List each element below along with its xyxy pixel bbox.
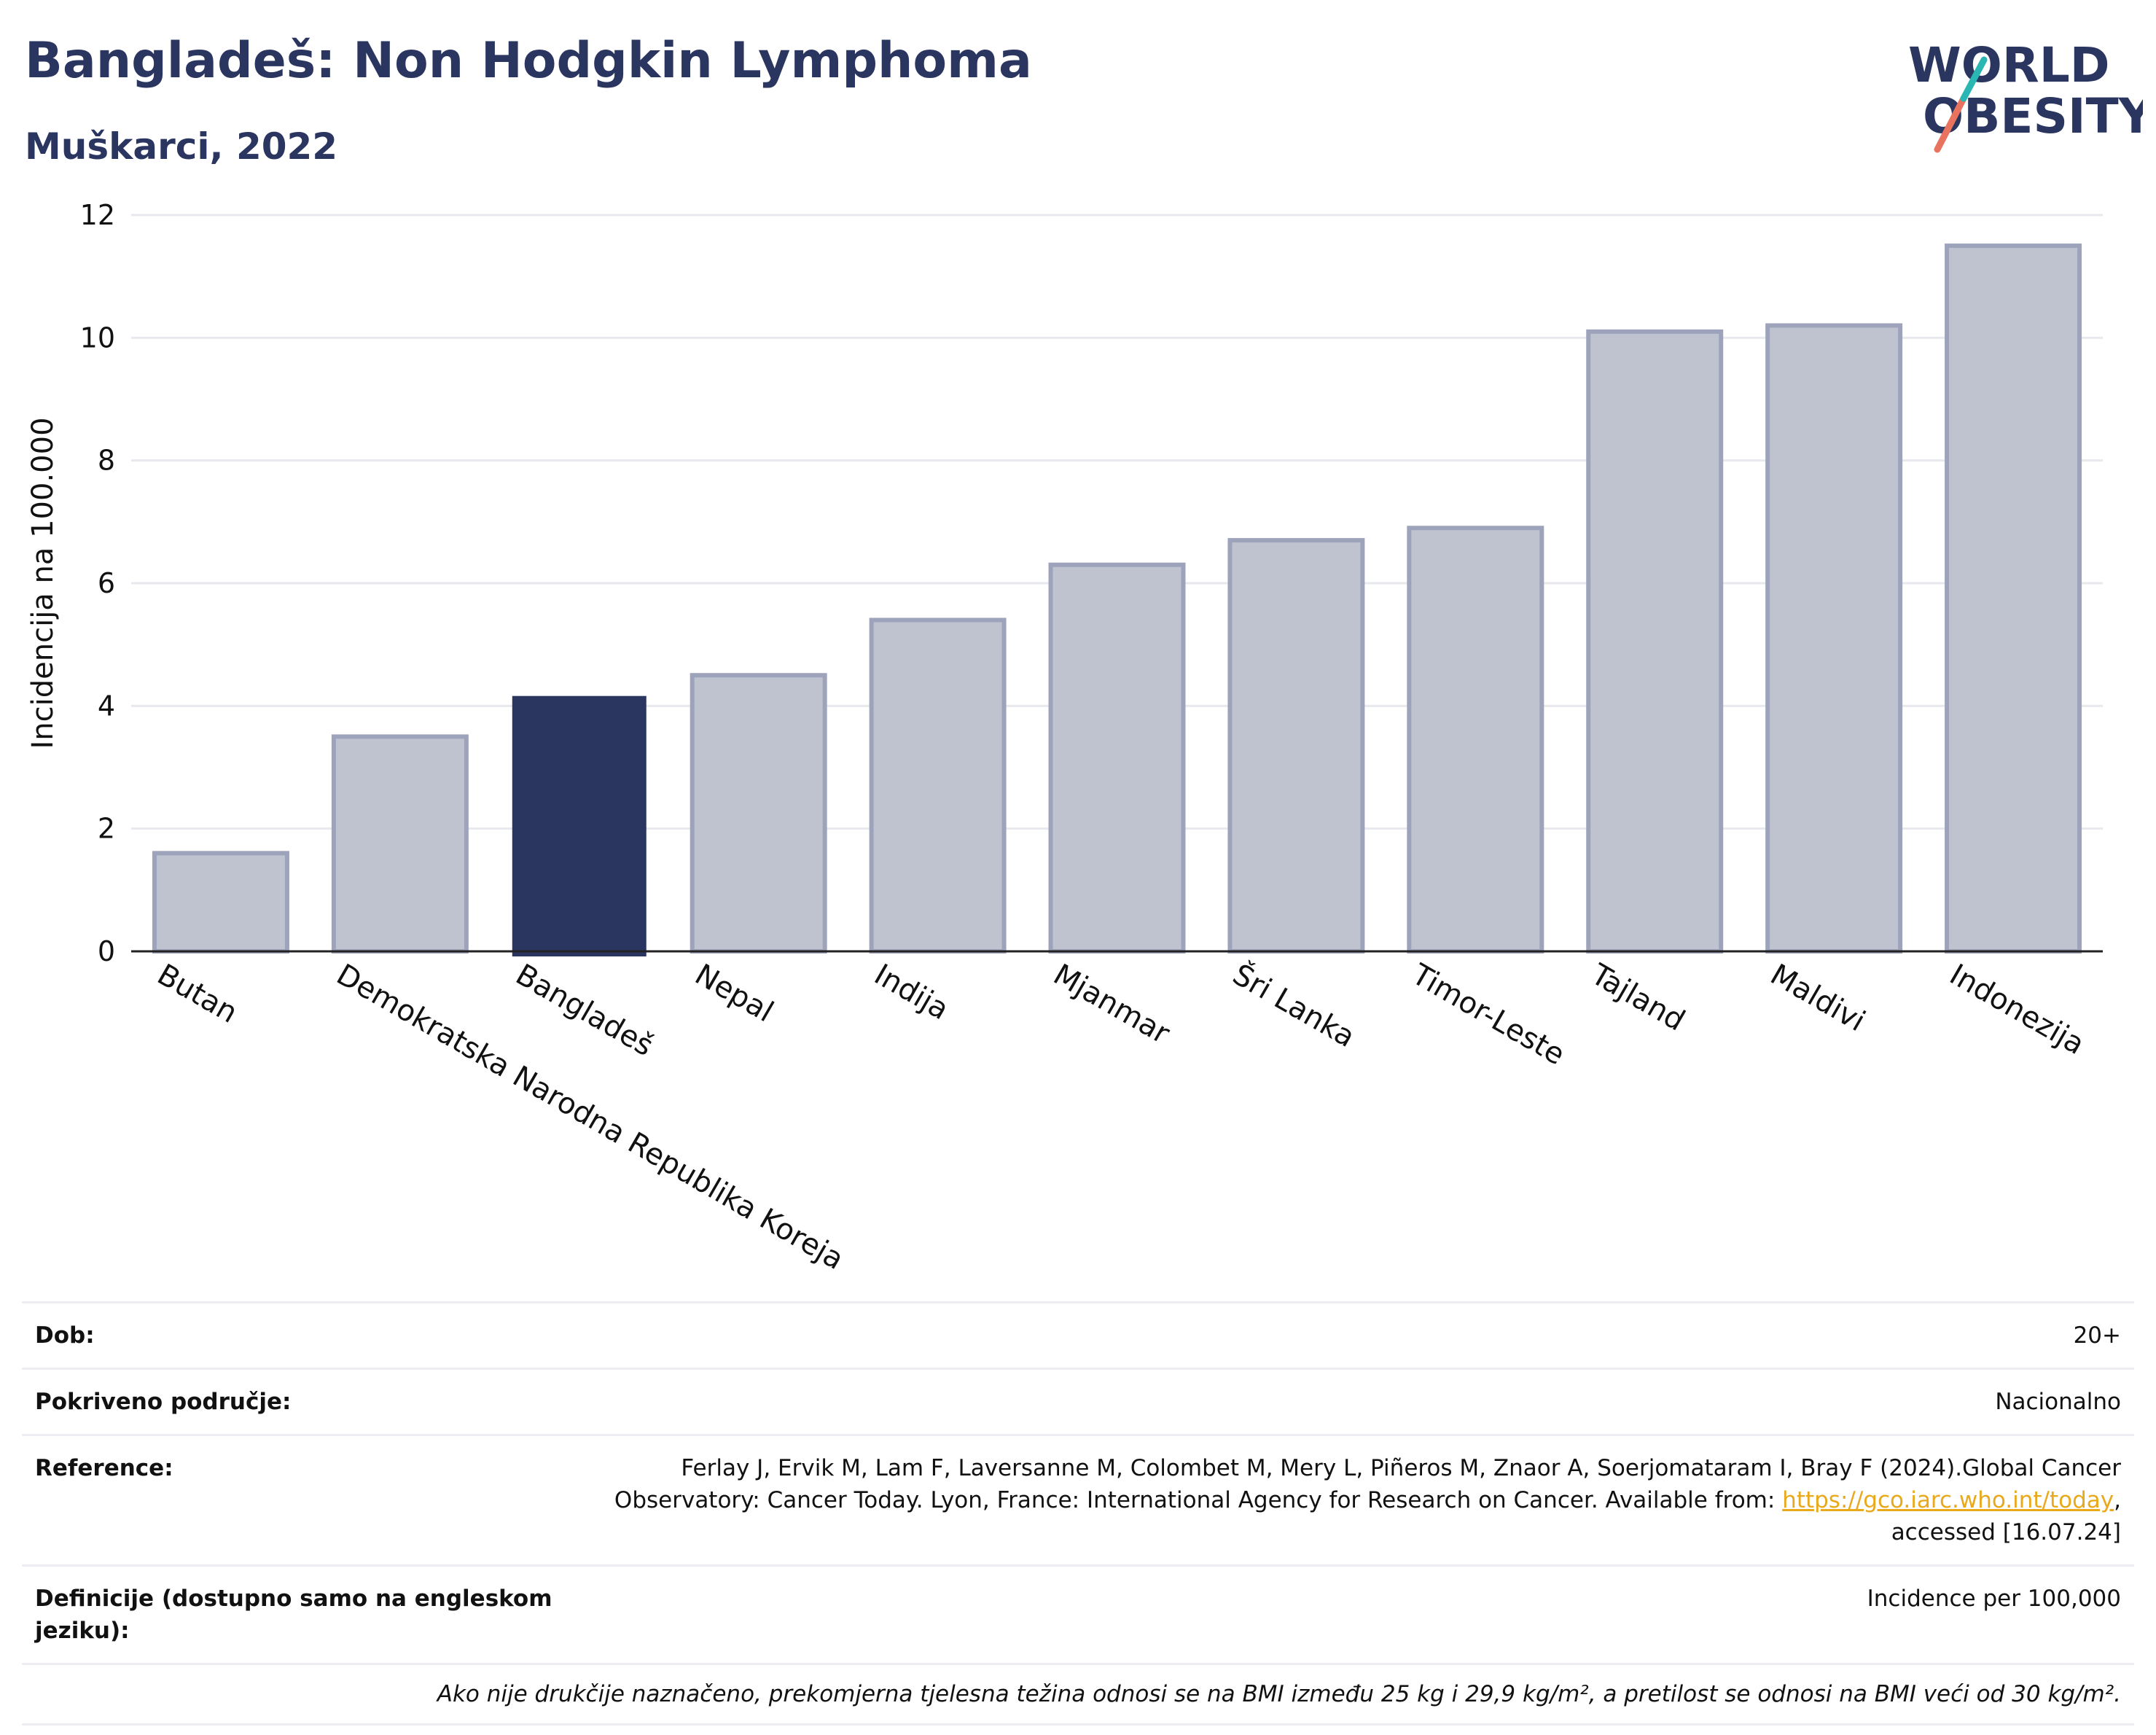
coverage-label: Pokriveno područje: bbox=[35, 1389, 292, 1415]
x-tick-label: Nepal bbox=[690, 958, 779, 1029]
page-subtitle: Muškarci, 2022 bbox=[25, 125, 338, 168]
info-row-note: Ako nije drukčije naznačeno, prekomjerna… bbox=[22, 1663, 2134, 1726]
references-line-1: Ferlay J, Ervik M, Lam F, Laversanne M, … bbox=[681, 1455, 2121, 1481]
x-tick-label: Šri Lanka bbox=[1227, 956, 1361, 1054]
bmi-note: Ako nije drukčije naznačeno, prekomjerna… bbox=[437, 1681, 2121, 1707]
y-axis-label: Incidencija na 100.000 bbox=[26, 417, 60, 749]
bar bbox=[1227, 538, 1365, 954]
y-tick-label: 12 bbox=[80, 199, 115, 231]
definitions-value: Incidence per 100,000 bbox=[1867, 1586, 2121, 1612]
bar bbox=[512, 695, 647, 956]
x-tick-label: Indija bbox=[869, 958, 955, 1026]
bar bbox=[869, 617, 1007, 954]
bar bbox=[1048, 562, 1186, 954]
references-label: Reference: bbox=[35, 1455, 173, 1481]
bar bbox=[152, 851, 289, 954]
references-link[interactable]: https://gco.iarc.who.int/today bbox=[1782, 1487, 2114, 1513]
x-tick-label: Tajland bbox=[1585, 957, 1690, 1037]
age-value: 20+ bbox=[2073, 1322, 2121, 1349]
x-tick-label: Butan bbox=[152, 958, 243, 1030]
bars bbox=[152, 243, 2082, 956]
references-comma: , bbox=[2114, 1487, 2121, 1513]
bar bbox=[1945, 243, 2082, 954]
logo-slash-teal bbox=[1960, 56, 1988, 102]
x-tick-label: Mjanmar bbox=[1048, 958, 1176, 1051]
bar bbox=[1586, 329, 1724, 954]
x-axis-labels: Butan Demokratska Narodna Republika Korej… bbox=[152, 956, 2090, 1276]
bar-chart: 0 2 4 6 8 10 12 Butan Demokratska Narodna Repub… bbox=[26, 199, 2103, 1276]
y-axis-ticks: 0 2 4 6 8 10 12 bbox=[80, 199, 115, 967]
x-tick-label: Bangladeš bbox=[510, 958, 659, 1063]
y-tick-label: 4 bbox=[98, 690, 115, 722]
info-row-definitions: Definicije (dostupno samo na engleskom j… bbox=[22, 1564, 2134, 1663]
age-label: Dob: bbox=[35, 1322, 95, 1349]
info-table: Dob: 20+ Pokriveno područje: Nacionalno … bbox=[22, 1301, 2134, 1726]
page-title: Bangladeš: Non Hodgkin Lymphoma bbox=[25, 32, 1032, 90]
bar bbox=[331, 734, 469, 954]
references-value: Ferlay J, Ervik M, Lam F, Laversanne M, … bbox=[560, 1452, 2121, 1548]
logo-line2: OBESITY bbox=[1923, 88, 2143, 144]
bar bbox=[690, 673, 827, 954]
info-row-age: Dob: 20+ bbox=[22, 1301, 2134, 1368]
y-tick-label: 2 bbox=[98, 813, 115, 845]
y-tick-label: 0 bbox=[98, 935, 115, 967]
references-line-2: Observatory: Cancer Today. Lyon, France:… bbox=[614, 1487, 1783, 1513]
x-tick-label: Indonezija bbox=[1944, 958, 2090, 1061]
logo-line1: WORLD bbox=[1908, 37, 2110, 93]
y-tick-label: 10 bbox=[80, 321, 115, 354]
coverage-value: Nacionalno bbox=[1995, 1389, 2121, 1415]
references-line-3: accessed [16.07.24] bbox=[1891, 1519, 2121, 1545]
logo-slash-coral bbox=[1934, 95, 1967, 153]
y-tick-label: 6 bbox=[98, 567, 115, 599]
bar bbox=[1765, 323, 1903, 954]
y-tick-label: 8 bbox=[98, 445, 115, 477]
definitions-label: Definicije (dostupno samo na engleskom j… bbox=[35, 1586, 552, 1644]
x-tick-label: Timor-Leste bbox=[1405, 957, 1570, 1072]
info-row-coverage: Pokriveno područje: Nacionalno bbox=[22, 1368, 2134, 1434]
bar bbox=[1407, 526, 1544, 954]
world-obesity-logo: WORLD OBESITY bbox=[1908, 37, 2143, 153]
info-row-references: Reference: Ferlay J, Ervik M, Lam F, Lav… bbox=[22, 1434, 2134, 1564]
x-tick-label: Maldivi bbox=[1765, 958, 1870, 1039]
